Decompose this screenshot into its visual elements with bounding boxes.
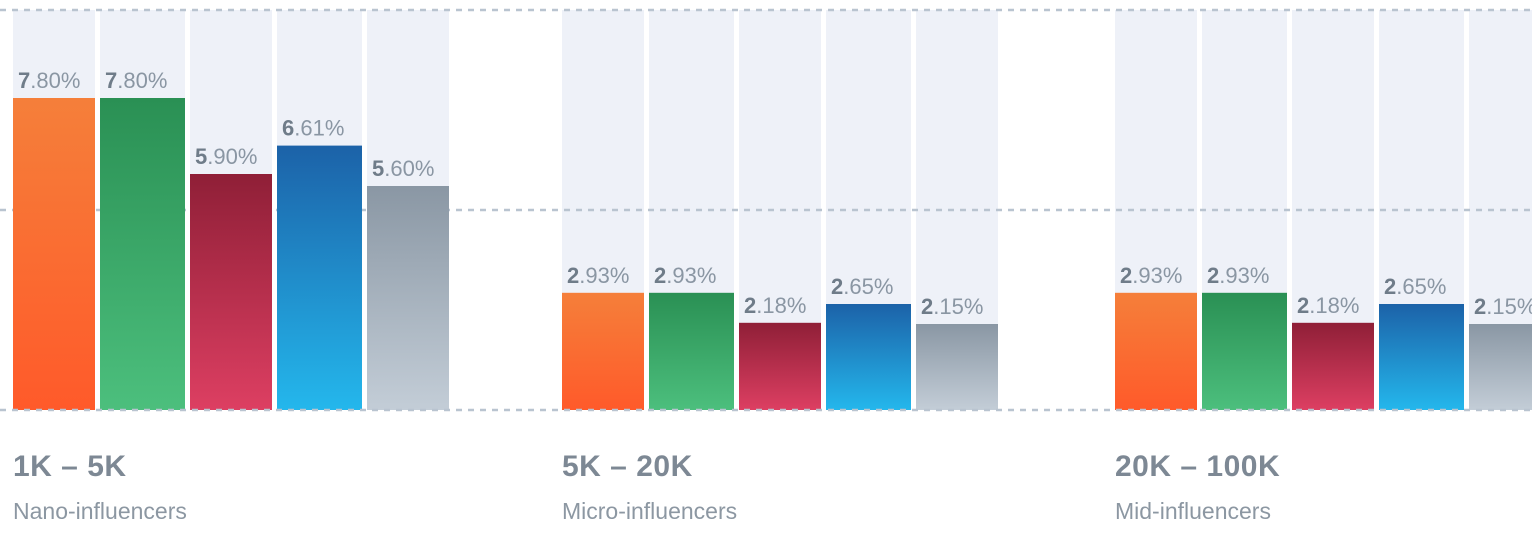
data-label: 6.61% xyxy=(282,116,344,141)
group-subtitle: Micro-influencers xyxy=(562,498,738,524)
data-label: 2.65% xyxy=(1384,274,1446,299)
bar xyxy=(649,292,734,410)
group-title: 5K – 20K xyxy=(562,450,693,483)
data-labels: 7.80% 7.80% 5.90% 6.61% 5.60% 2.93% 2.93% 2.18%… xyxy=(18,68,1532,319)
data-label: 5.90% xyxy=(195,144,257,169)
data-label: 2.93% xyxy=(567,263,629,288)
bar xyxy=(190,174,272,410)
bar xyxy=(1115,292,1197,410)
data-label: 2.18% xyxy=(744,293,806,318)
data-label: 7.80% xyxy=(105,68,167,93)
group-title: 20K – 100K xyxy=(1115,450,1281,483)
group-title: 1K – 5K xyxy=(13,450,127,483)
bar xyxy=(13,98,95,410)
data-label: 5.60% xyxy=(372,156,434,181)
data-label: 2.15% xyxy=(1474,294,1532,319)
bar xyxy=(1292,322,1374,410)
bar xyxy=(1202,292,1287,410)
bar xyxy=(367,186,449,410)
data-label: 2.15% xyxy=(921,294,983,319)
bar xyxy=(826,304,911,410)
bar xyxy=(1379,304,1464,410)
data-label: 7.80% xyxy=(18,68,80,93)
data-label: 2.93% xyxy=(654,263,716,288)
bar xyxy=(1469,324,1532,410)
group-subtitle: Nano-influencers xyxy=(13,498,187,524)
data-label: 2.93% xyxy=(1207,263,1269,288)
bar xyxy=(100,98,185,410)
bar xyxy=(916,324,998,410)
data-label: 2.93% xyxy=(1120,263,1182,288)
group-subtitle: Mid-influencers xyxy=(1115,498,1271,524)
data-label: 2.18% xyxy=(1297,293,1359,318)
bar xyxy=(277,145,362,410)
bar xyxy=(739,322,821,410)
bar xyxy=(562,292,644,410)
data-label: 2.65% xyxy=(831,274,893,299)
bars xyxy=(13,98,1532,410)
